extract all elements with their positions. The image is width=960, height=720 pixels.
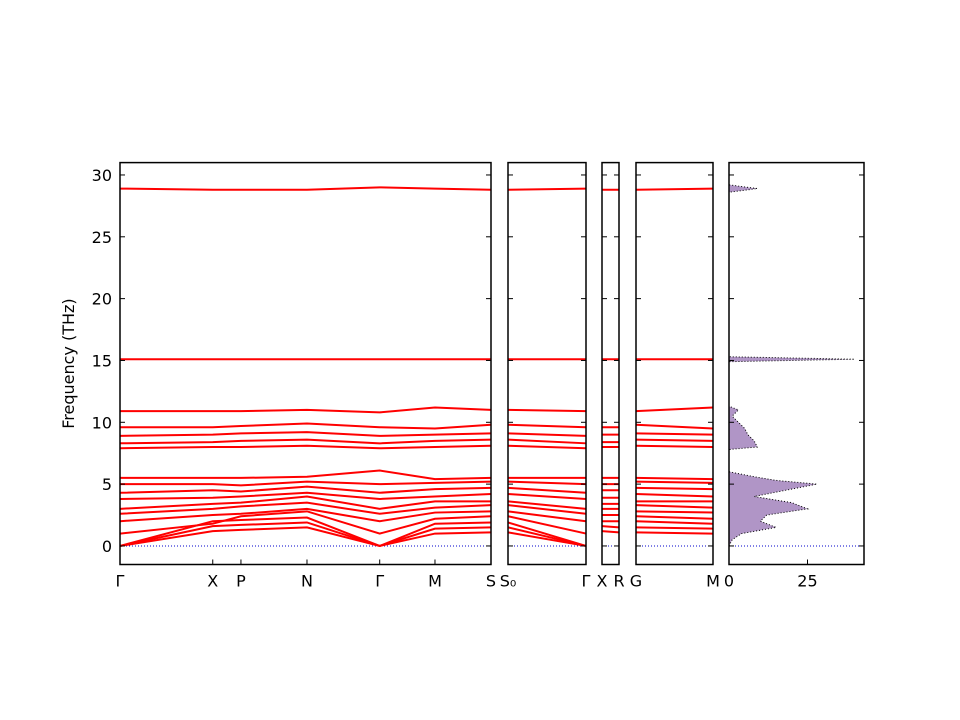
band-line: [635, 520, 714, 525]
band-line: [119, 485, 492, 494]
band-line: [635, 438, 714, 442]
band-line: [507, 444, 587, 450]
band-line: [119, 491, 492, 500]
x-tick-label: N: [301, 572, 313, 591]
band-line: [635, 515, 714, 520]
y-tick-label: 20: [92, 290, 112, 309]
band-line: [119, 501, 492, 515]
band-line: [635, 423, 714, 430]
band-line: [119, 444, 492, 450]
band-line: [507, 480, 587, 486]
band-line: [119, 431, 492, 437]
x-tick-label: M: [706, 572, 720, 591]
band-line: [635, 432, 714, 436]
y-tick-label: 5: [102, 475, 112, 494]
x-tick-label: P: [236, 572, 246, 591]
band-line: [507, 438, 587, 445]
band-line: [635, 493, 714, 498]
band-line: [635, 526, 714, 530]
band-line: [120, 422, 492, 430]
band-line: [635, 486, 714, 491]
x-tick-label: S₀: [500, 572, 517, 591]
y-axis-label: Frequency (THz): [59, 298, 78, 428]
band-line: [635, 444, 714, 449]
band-line: [507, 423, 587, 429]
band-line: [635, 480, 714, 484]
band-line: [119, 507, 492, 523]
band-line: [119, 186, 492, 191]
band-line: [635, 531, 714, 535]
x-tick-label: X: [207, 572, 218, 591]
x-tick-label: R: [613, 572, 624, 591]
y-tick-label: 30: [92, 166, 112, 185]
band-line: [507, 500, 587, 510]
x-tick-label: G: [630, 572, 642, 591]
plot-frame: [601, 161, 620, 566]
band-line: [507, 432, 587, 437]
band-line: [601, 525, 620, 529]
band-line: [601, 530, 620, 534]
band-line: [635, 187, 714, 191]
band-line: [119, 516, 492, 548]
x-tick-label: Γ: [582, 572, 591, 591]
plot-frame: [635, 161, 714, 566]
band-line: [507, 187, 587, 191]
band-line: [507, 486, 587, 494]
band-line: [119, 521, 492, 548]
x-tick-label: Γ: [375, 572, 384, 591]
x-tick-label: X: [597, 572, 608, 591]
y-tick-label: 25: [92, 228, 112, 247]
band-line: [635, 510, 714, 514]
band-line: [119, 495, 491, 510]
x-tick-label: S: [486, 572, 496, 591]
x-tick-label: M: [428, 572, 442, 591]
plot-frame: [119, 161, 492, 566]
band-line: [635, 406, 714, 413]
band-line: [120, 469, 492, 481]
band-line: [120, 480, 492, 487]
y-tick-label: 10: [92, 413, 112, 432]
band-line: [507, 408, 587, 413]
dos-area: [729, 184, 855, 546]
band-line: [507, 521, 587, 547]
x-tick-label: 0: [724, 572, 734, 591]
band-line: [120, 406, 492, 414]
band-line: [635, 504, 714, 509]
plot-frame: [507, 161, 587, 566]
plot-frame: [728, 161, 865, 566]
band-line: [507, 493, 587, 500]
band-line: [635, 476, 714, 481]
band-line: [507, 515, 587, 535]
x-tick-label: Γ: [116, 572, 125, 591]
band-line: [119, 526, 492, 547]
band-line: [119, 510, 492, 535]
y-tick-label: 15: [92, 351, 112, 370]
band-line: [507, 510, 587, 523]
band-line: [507, 504, 587, 515]
y-tick-label: 0: [102, 537, 112, 556]
band-line: [119, 438, 492, 445]
x-tick-label: 25: [797, 572, 817, 591]
